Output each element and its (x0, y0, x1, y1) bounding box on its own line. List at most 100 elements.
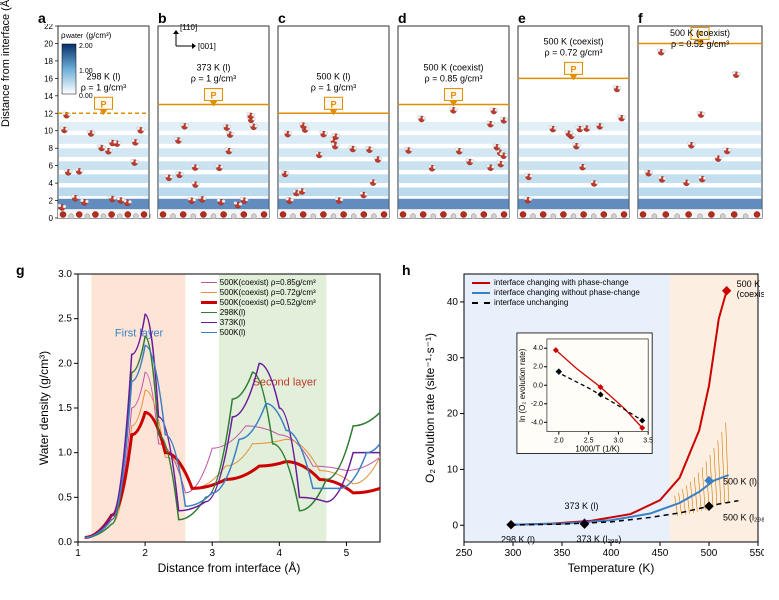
svg-text:0.5: 0.5 (58, 492, 72, 503)
legend-label: 298K(l) (220, 308, 246, 317)
legend-swatch (472, 292, 490, 294)
svg-text:ρ = 1 g/cm³: ρ = 1 g/cm³ (81, 82, 126, 92)
svg-text:First layer: First layer (115, 328, 164, 340)
panel-g-legend: 500K(coexist) ρ=0.85g/cm³500K(coexist) ρ… (199, 276, 318, 340)
legend-swatch (201, 322, 217, 324)
svg-text:P: P (570, 64, 576, 74)
svg-text:500 K (l): 500 K (l) (316, 71, 350, 81)
svg-text:Water density (g/cm³): Water density (g/cm³) (37, 351, 51, 465)
svg-text:P: P (100, 99, 106, 109)
svg-text:3.0: 3.0 (58, 269, 72, 280)
panel-e: P 500 K (coexist)ρ = 0.72 g/cm³ (516, 24, 631, 230)
svg-text:ρ = 0.72 g/cm³: ρ = 0.72 g/cm³ (545, 47, 603, 57)
legend-item: interface unchanging (472, 298, 640, 307)
svg-text:2: 2 (49, 197, 54, 206)
legend-swatch (201, 332, 217, 334)
panel-c: P 500 K (l)ρ = 1 g/cm³ (276, 24, 391, 230)
svg-text:400: 400 (603, 548, 620, 559)
svg-text:1.00: 1.00 (79, 68, 93, 75)
svg-text:500 K (coexist): 500 K (coexist) (423, 63, 483, 73)
svg-text:-2.0: -2.0 (531, 401, 543, 408)
svg-text:water: water (65, 33, 84, 40)
svg-text:0: 0 (452, 520, 458, 531)
svg-text:3.0: 3.0 (614, 438, 624, 445)
panel-b: P373 K (l)ρ = 1 g/cm³[110][001] (156, 24, 271, 230)
svg-text:ρ = 1 g/cm³: ρ = 1 g/cm³ (311, 82, 356, 92)
svg-text:350: 350 (554, 548, 571, 559)
svg-text:(coexist): (coexist) (737, 289, 764, 299)
svg-text:20: 20 (44, 39, 53, 48)
svg-text:250: 250 (456, 548, 473, 559)
legend-label: 500K(coexist) ρ=0.72g/cm³ (220, 288, 316, 297)
svg-text:500 K: 500 K (737, 279, 761, 289)
legend-item: 500K(coexist) ρ=0.85g/cm³ (201, 278, 316, 287)
svg-text:2: 2 (142, 548, 148, 559)
svg-text:ln (O₂ evolution rate): ln (O₂ evolution rate) (518, 348, 527, 422)
svg-text:500 K (l): 500 K (l) (723, 477, 757, 487)
svg-text:450: 450 (652, 548, 669, 559)
svg-text:P: P (330, 99, 336, 109)
legend-item: interface changing with phase-change (472, 278, 640, 287)
svg-text:373 K (l₂₉₈): 373 K (l₂₉₈) (577, 534, 622, 544)
legend-swatch (472, 282, 490, 284)
svg-text:16: 16 (44, 74, 53, 83)
svg-text:2.5: 2.5 (58, 314, 72, 325)
panel-h-chart: 250300350400450500550010203040Temperatur… (420, 268, 764, 578)
svg-text:298 K (l): 298 K (l) (501, 535, 535, 545)
legend-item: interface changing without phase-change (472, 288, 640, 297)
legend-swatch (201, 301, 217, 304)
svg-text:O₂ evolution rate (site⁻¹·s⁻¹): O₂ evolution rate (site⁻¹·s⁻¹) (423, 333, 437, 483)
legend-label: 500K(coexist) ρ=0.85g/cm³ (220, 278, 316, 287)
svg-text:1000/T (1/K): 1000/T (1/K) (575, 445, 620, 454)
svg-text:P: P (210, 91, 216, 101)
svg-text:0.0: 0.0 (533, 382, 543, 389)
svg-text:0.0: 0.0 (58, 537, 72, 548)
legend-item: 500K(coexist) ρ=0.72g/cm³ (201, 288, 316, 297)
top-y-axis-label: Distance from interface (Å) (0, 0, 12, 127)
svg-text:1.0: 1.0 (58, 448, 72, 459)
legend-swatch (201, 282, 217, 284)
svg-text:Temperature (K): Temperature (K) (568, 561, 655, 575)
svg-text:300: 300 (505, 548, 522, 559)
svg-text:12: 12 (44, 109, 53, 118)
legend-item: 500K(l) (201, 328, 316, 337)
svg-text:18: 18 (44, 57, 53, 66)
legend-label: 500K(l) (220, 328, 246, 337)
legend-label: interface unchanging (494, 298, 568, 307)
svg-text:4: 4 (277, 548, 283, 559)
svg-text:0.00: 0.00 (79, 93, 93, 100)
svg-text:5: 5 (344, 548, 350, 559)
svg-text:2.0: 2.0 (533, 364, 543, 371)
svg-text:[001]: [001] (198, 42, 216, 51)
svg-text:(g/cm³): (g/cm³) (86, 31, 112, 40)
svg-text:2.0: 2.0 (554, 438, 564, 445)
svg-text:1.5: 1.5 (58, 403, 72, 414)
svg-text:500 K (l₂₉₈): 500 K (l₂₉₈) (723, 512, 764, 522)
svg-text:3.5: 3.5 (643, 438, 653, 445)
svg-text:14: 14 (44, 92, 53, 101)
panel-d: P500 K (coexist)ρ = 0.85 g/cm³ (396, 24, 511, 230)
svg-text:3: 3 (209, 548, 215, 559)
svg-text:373 K (l): 373 K (l) (196, 63, 230, 73)
svg-text:10: 10 (44, 127, 53, 136)
legend-item: 500K(coexist) ρ=0.52g/cm³ (201, 298, 316, 307)
legend-swatch (472, 302, 490, 304)
svg-text:ρ = 1 g/cm³: ρ = 1 g/cm³ (191, 74, 236, 84)
svg-text:500 K (coexist): 500 K (coexist) (670, 28, 730, 38)
svg-text:4: 4 (49, 179, 54, 188)
legend-label: 500K(coexist) ρ=0.52g/cm³ (220, 298, 316, 307)
svg-text:10: 10 (447, 464, 459, 475)
svg-text:0: 0 (49, 214, 54, 223)
panel-f: P500 K (coexist)ρ = 0.52 g/cm³ (636, 24, 764, 230)
svg-text:22: 22 (44, 24, 53, 31)
panel-label-g: g (16, 262, 25, 278)
svg-text:ρ = 0.52 g/cm³: ρ = 0.52 g/cm³ (671, 39, 729, 49)
legend-label: 373K(l) (220, 318, 246, 327)
svg-text:40: 40 (447, 297, 459, 308)
legend-label: interface changing with phase-change (494, 278, 629, 287)
panel-a: P298 K (l)ρ = 1 g/cm³0246810121416182022… (36, 24, 151, 230)
legend-label: interface changing without phase-change (494, 288, 640, 297)
legend-swatch (201, 312, 217, 314)
svg-text:4.0: 4.0 (533, 345, 543, 352)
svg-text:500 K (coexist): 500 K (coexist) (543, 36, 603, 46)
